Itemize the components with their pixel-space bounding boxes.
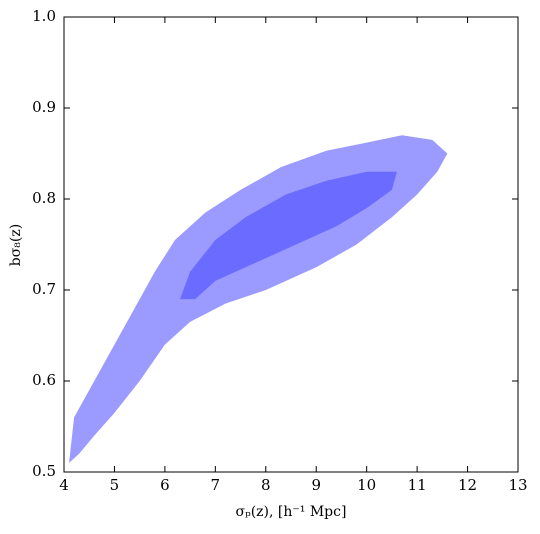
y-tick-label: 0.6 xyxy=(32,371,56,389)
y-tick-label: 0.7 xyxy=(32,280,56,298)
y-tick-label: 0.5 xyxy=(32,462,56,480)
contour-region xyxy=(69,135,448,463)
y-tick-label: 1.0 xyxy=(32,7,56,25)
y-tick-label: 0.9 xyxy=(32,98,56,116)
y-axis-label: bσ₈(z) xyxy=(8,224,24,266)
x-tick-label: 7 xyxy=(211,476,221,494)
contour-region xyxy=(180,171,397,300)
x-tick-label: 5 xyxy=(110,476,120,494)
x-tick-label: 10 xyxy=(357,476,376,494)
x-tick-label: 8 xyxy=(261,476,271,494)
x-tick-label: 12 xyxy=(458,476,477,494)
y-tick-label: 0.8 xyxy=(32,189,56,207)
x-tick-label: 4 xyxy=(59,476,69,494)
x-tick-label: 9 xyxy=(311,476,321,494)
x-axis-label: σₚ(z), [h⁻¹ Mpc] xyxy=(236,504,347,520)
x-tick-label: 13 xyxy=(508,476,527,494)
x-tick-label: 6 xyxy=(160,476,170,494)
plot-frame xyxy=(63,16,519,473)
x-tick-label: 11 xyxy=(408,476,427,494)
